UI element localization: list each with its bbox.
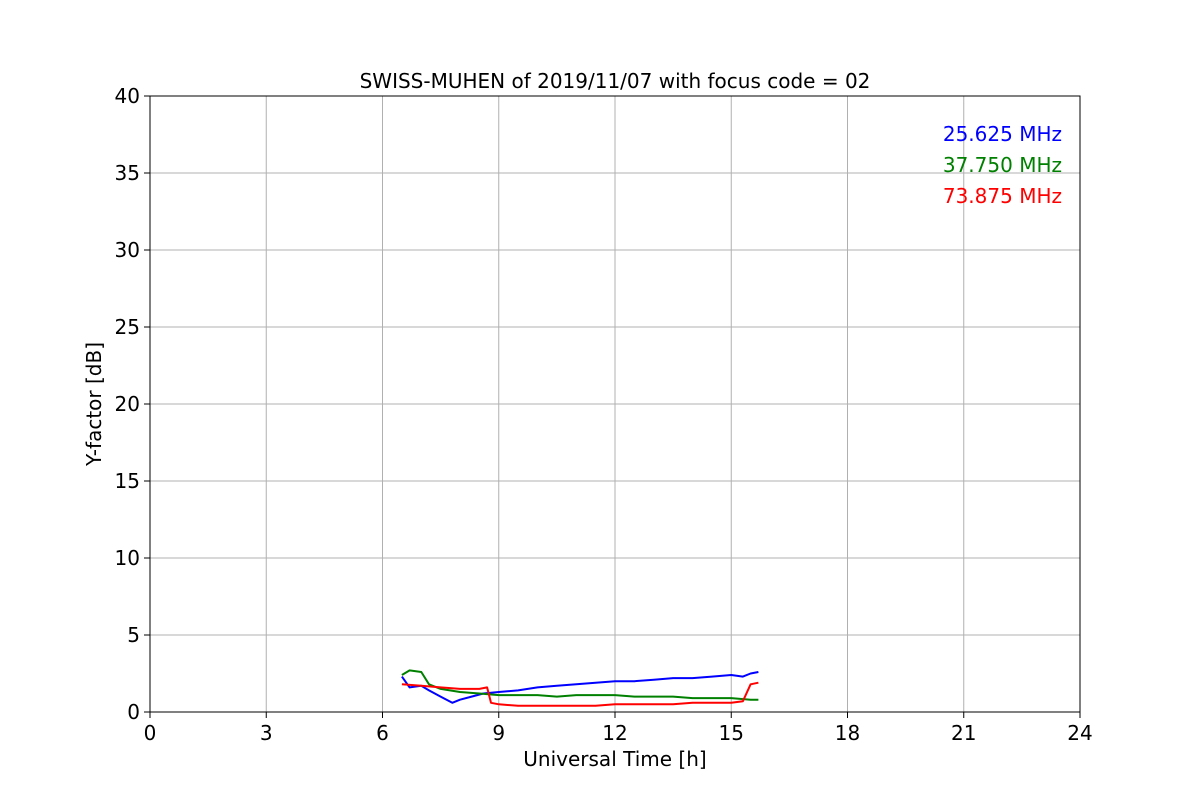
x-tick-label: 9 xyxy=(492,721,505,745)
axis-ticks: 0 3 6 9 12 15 18 21 24 0 5 10 15 20 25 30 35 40 xyxy=(115,84,1093,745)
x-tick-label: 3 xyxy=(260,721,273,745)
y-tick-label: 10 xyxy=(115,546,140,570)
series-line-2 xyxy=(401,669,759,701)
x-tick-label: 6 xyxy=(376,721,389,745)
y-tick-label: 20 xyxy=(115,392,140,416)
chart-title: SWISS-MUHEN of 2019/11/07 with focus cod… xyxy=(360,69,871,93)
y-tick-label: 35 xyxy=(115,161,140,185)
x-tick-label: 12 xyxy=(602,721,627,745)
x-tick-label: 0 xyxy=(144,721,157,745)
x-tick-label: 18 xyxy=(835,721,860,745)
plot-series xyxy=(401,669,759,707)
y-tick-label: 15 xyxy=(115,469,140,493)
legend-entry-1: 25.625 MHz xyxy=(943,122,1062,146)
legend: 25.625 MHz 37.750 MHz 73.875 MHz xyxy=(943,122,1062,208)
x-tick-label: 24 xyxy=(1067,721,1092,745)
grid xyxy=(149,95,1081,713)
y-axis-label: Y-factor [dB] xyxy=(82,342,106,467)
x-tick-label: 21 xyxy=(951,721,976,745)
y-tick-label: 5 xyxy=(127,623,140,647)
y-tick-label: 30 xyxy=(115,238,140,262)
y-tick-label: 25 xyxy=(115,315,140,339)
series-line-3 xyxy=(401,681,759,707)
legend-entry-3: 73.875 MHz xyxy=(943,184,1062,208)
series-line-1 xyxy=(401,671,759,704)
legend-entry-2: 37.750 MHz xyxy=(943,153,1062,177)
y-tick-label: 40 xyxy=(115,84,140,108)
x-tick-label: 15 xyxy=(719,721,744,745)
y-tick-label: 0 xyxy=(127,700,140,724)
x-axis-label: Universal Time [h] xyxy=(523,747,706,771)
